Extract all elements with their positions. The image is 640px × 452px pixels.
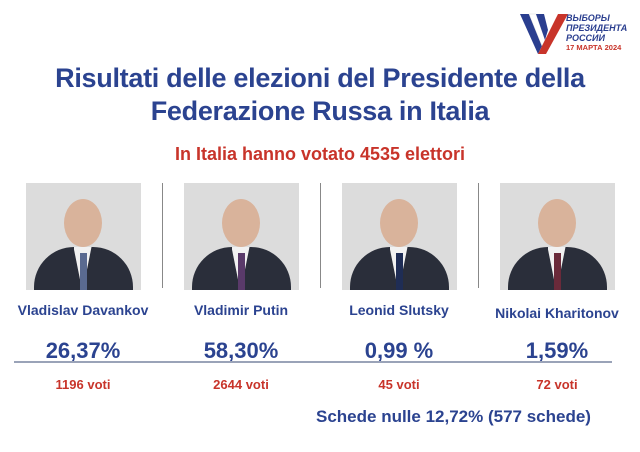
divider xyxy=(320,183,321,288)
candidate-percent: 0,99 % xyxy=(364,338,434,363)
candidate-card: Leonid Slutsky 0,99 % 45 voti xyxy=(320,183,478,392)
candidate-card: Vladislav Davankov 26,37% 1196 voti xyxy=(4,183,162,392)
candidate-votes: 1196 voti xyxy=(55,377,111,392)
candidate-name: Leonid Slutsky xyxy=(349,302,449,318)
candidate-votes: 72 voti xyxy=(536,377,578,392)
logo-text: ВЫБОРЫ xyxy=(566,13,610,23)
page-title: Risultati delle elezioni del Presidente … xyxy=(0,62,640,128)
turnout-subtitle: In Italia hanno votato 4535 elettori xyxy=(174,144,466,164)
candidate-photo xyxy=(25,183,141,290)
candidate-photo xyxy=(183,183,299,290)
candidate-percent: 1,59% xyxy=(525,338,589,363)
election-logo: ВЫБОРЫ ПРЕЗИДЕНТА РОССИИ 17 МАРТА 2024 xyxy=(520,12,630,57)
candidate-name: Vladislav Davankov xyxy=(17,302,149,318)
candidate-photo xyxy=(341,183,457,290)
logo-text: РОССИИ xyxy=(566,33,605,43)
title-line: Risultati delle elezioni del Presidente … xyxy=(55,63,585,93)
divider xyxy=(478,183,479,288)
candidate-name: Nikolai Kharitonov xyxy=(495,305,619,321)
title-line: Federazione Russa in Italia xyxy=(150,96,490,126)
candidate-name: Vladimir Putin xyxy=(193,302,289,318)
candidate-votes: 2644 voti xyxy=(213,377,269,392)
checkmark-v-logo-icon xyxy=(520,13,568,54)
candidate-photo xyxy=(499,183,615,290)
separator-line xyxy=(14,361,612,363)
logo-date: 17 МАРТА 2024 xyxy=(566,43,622,52)
null-ballots: Schede nulle 12,72% (577 schede) xyxy=(316,407,591,426)
candidate-card: Nikolai Kharitonov 1,59% 72 voti xyxy=(478,183,636,392)
candidate-percent: 58,30% xyxy=(203,338,279,363)
logo-text: ПРЕЗИДЕНТА xyxy=(566,23,628,33)
divider xyxy=(162,183,163,288)
candidate-card: Vladimir Putin 58,30% 2644 voti xyxy=(162,183,320,392)
candidate-percent: 26,37% xyxy=(45,338,121,363)
candidate-votes: 45 voti xyxy=(378,377,420,392)
